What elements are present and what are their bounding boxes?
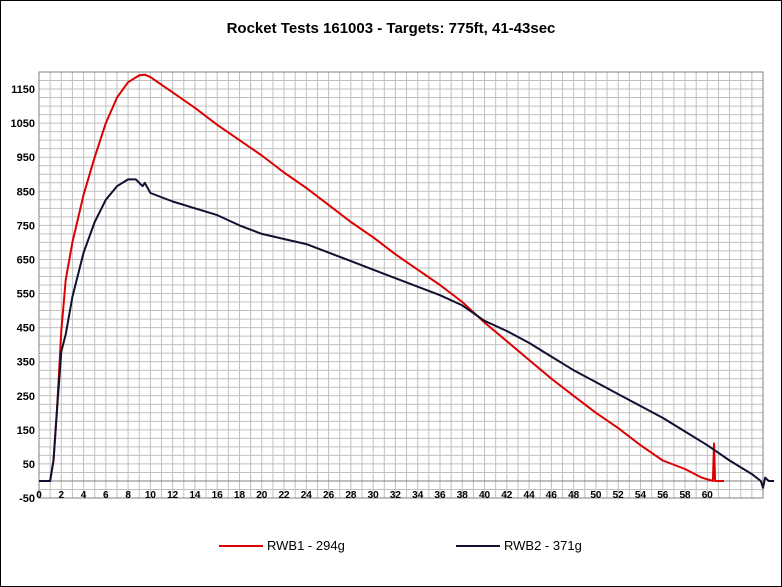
x-tick-label: 16 [212,490,224,501]
series-line-1 [39,73,724,482]
x-tick-label: 32 [390,490,402,501]
y-tick-label: 550 [17,289,35,301]
x-tick-label: 8 [125,490,131,501]
x-tick-label: 10 [145,490,157,501]
y-tick-label: 850 [17,186,35,198]
y-axis-tick-labels: -50 50 150 250 350 450 550 650 750 850 950 1050 1150 [11,84,35,505]
legend-label-rwb1: RWB1 - 294g [267,538,345,553]
y-tick-label: 1150 [11,84,35,96]
x-tick-label: 46 [546,490,558,501]
legend-label-rwb2: RWB2 - 371g [504,538,582,553]
legend-item-rwb1: RWB1 - 294g [219,538,345,553]
legend-swatch-rwb2 [456,544,500,547]
x-tick-label: 60 [702,490,714,501]
y-tick-label: 750 [17,220,35,232]
series-line-2 [39,178,775,489]
y-tick-label: 150 [17,425,35,437]
x-tick-label: 20 [256,490,268,501]
x-tick-label: 42 [501,490,513,501]
x-tick-label: 24 [301,490,313,501]
x-tick-label: 52 [613,490,625,501]
y-tick-label: 650 [17,254,35,266]
plot-border [38,71,764,499]
x-tick-label: 0 [36,490,42,501]
y-tick-label: 350 [17,357,35,369]
x-tick-label: 4 [81,490,87,501]
x-axis-tick-labels: 0 2 4 6 8 10 12 14 16 18 20 22 24 26 28 30 32 34 36 38 40 42 4… [36,490,713,501]
x-tick-label: 58 [679,490,691,501]
x-tick-label: 22 [278,490,290,501]
x-tick-label: 54 [635,490,647,501]
x-tick-label: 2 [58,490,64,501]
y-tick-label: 1050 [11,118,35,130]
x-tick-label: 28 [345,490,357,501]
x-tick-label: 26 [323,490,335,501]
x-tick-label: 38 [457,490,469,501]
chart-title: Rocket Tests 161003 - Targets: 775ft, 41… [226,20,556,37]
grid-layer [38,71,764,499]
x-tick-label: 12 [167,490,179,501]
y-tick-label: 450 [17,323,35,335]
legend-item-rwb2: RWB2 - 371g [456,538,582,553]
x-tick-label: 18 [234,490,246,501]
y-tick-label: 50 [23,459,35,471]
y-tick-label: 950 [17,152,35,164]
x-tick-label: 40 [479,490,491,501]
x-tick-label: 56 [657,490,669,501]
x-tick-label: 48 [568,490,580,501]
y-tick-label: 250 [17,391,35,403]
x-tick-label: 36 [434,490,446,501]
x-tick-label: 6 [103,490,109,501]
x-tick-label: 34 [412,490,424,501]
series-layer [39,73,775,489]
x-tick-label: 50 [590,490,602,501]
x-tick-label: 14 [189,490,201,501]
x-tick-label: 30 [368,490,380,501]
x-tick-label: 44 [524,490,536,501]
legend-swatch-rwb1 [219,544,263,547]
legend: RWB1 - 294g RWB2 - 371g [1,538,781,558]
y-tick-label: -50 [19,493,35,505]
